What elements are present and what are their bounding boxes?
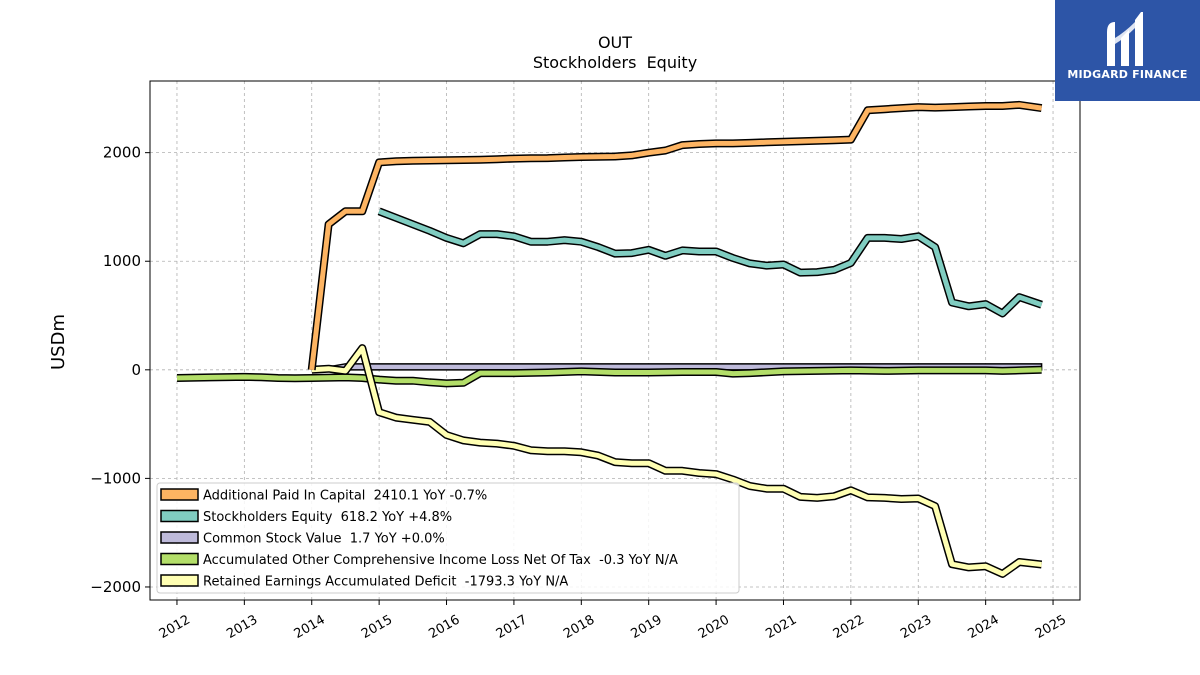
x-tick-label: 2021: [763, 612, 799, 642]
y-tick-label: 2000: [103, 144, 141, 162]
x-tick-label: 2022: [831, 612, 867, 642]
legend-swatch-stockholders-equity: [160, 509, 199, 523]
legend-entry-retained-earnings-accumulated-deficit: Retained Earnings Accumulated Deficit -1…: [203, 575, 568, 590]
legend-swatch-accumulated-other-comprehensive-income-loss-net-of-tax: [160, 552, 199, 566]
y-tick-label: 0: [131, 361, 141, 379]
plot-area: [149, 80, 1081, 601]
legend-entry-stockholders-equity: Stockholders Equity 618.2 YoY +4.8%: [203, 510, 452, 525]
x-tick-label: 2020: [696, 612, 732, 642]
x-tick-label: 2012: [157, 612, 193, 642]
legend: Additional Paid In Capital 2410.1 YoY -0…: [156, 482, 740, 594]
chart-subtitle: Stockholders Equity: [533, 53, 697, 72]
legend-box: [156, 482, 740, 594]
legend-entry-additional-paid-in-capital: Additional Paid In Capital 2410.1 YoY -0…: [203, 489, 487, 504]
y-tick-label: −1000: [90, 469, 141, 487]
midgard-logo-icon: [1107, 12, 1143, 66]
x-tick-label: 2019: [629, 612, 665, 642]
x-tick-label: 2013: [224, 612, 260, 642]
series-layer: [176, 100, 1043, 578]
chart-title: OUT: [598, 33, 632, 52]
y-axis: −2000 −1000 0 1000 2000: [90, 144, 150, 596]
legend-swatch-additional-paid-in-capital: [160, 488, 199, 501]
grid: [150, 81, 1080, 600]
x-tick-label: 2017: [494, 612, 530, 642]
series-line-accumulated-other-comprehensive-income-loss-net-of-tax: [176, 367, 1042, 386]
series-line-additional-paid-in-capital: [309, 102, 1042, 371]
x-tick-label: 2015: [359, 612, 395, 642]
x-axis: 2012 2013 2014 2015 2016 2017 2018 2019 2020 2021…: [157, 600, 1069, 642]
series-line-stockholders-equity: [378, 208, 1043, 316]
legend-swatch-common-stock-value: [160, 531, 199, 544]
logo-text: MIDGARD FINANCE: [1067, 68, 1188, 81]
x-tick-label: 2023: [898, 612, 934, 642]
x-tick-label: 2025: [1033, 612, 1069, 642]
x-tick-label: 2014: [292, 612, 328, 642]
y-axis-label: USDm: [48, 314, 69, 370]
y-tick-label: −2000: [90, 578, 141, 596]
y-tick-label: 1000: [103, 252, 141, 270]
x-tick-label: 2016: [426, 612, 462, 642]
logo: MIDGARD FINANCE: [1055, 0, 1200, 101]
legend-swatch-retained-earnings-accumulated-deficit: [160, 574, 199, 587]
x-tick-label: 2018: [561, 612, 597, 642]
legend-entry-accumulated-other-comprehensive-income-loss-net-of-tax: Accumulated Other Comprehensive Income L…: [203, 553, 678, 568]
legend-entry-common-stock-value: Common Stock Value 1.7 YoY +0.0%: [203, 532, 445, 547]
series-line-retained-earnings-accumulated-deficit: [311, 345, 1042, 577]
x-tick-label: 2024: [965, 612, 1001, 642]
